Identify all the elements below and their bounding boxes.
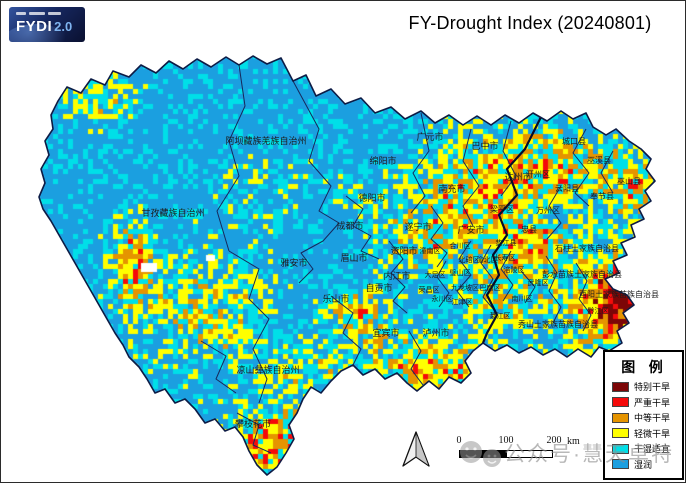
scale-unit: km	[567, 436, 580, 447]
legend-label: 特别干旱	[634, 382, 671, 392]
logo-tagline-marks	[16, 12, 61, 15]
legend-label: 严重干旱	[634, 397, 671, 408]
legend-swatch	[612, 412, 629, 423]
scale-bar: 0 100 200 km	[451, 435, 591, 463]
legend-panel: 图 例 特别干旱严重干旱中等干旱轻微干旱干湿适宜湿润	[603, 350, 684, 480]
legend-label: 干湿适宜	[634, 444, 671, 455]
legend-swatch	[612, 459, 629, 470]
scale-tick-200: 200	[546, 435, 562, 446]
legend-swatch	[612, 381, 629, 392]
legend-item: 轻微干旱	[612, 428, 682, 439]
north-arrow-icon	[402, 431, 430, 467]
legend-label: 湿润	[634, 459, 653, 470]
globe-graphic	[9, 24, 71, 42]
legend-item: 严重干旱	[612, 397, 682, 408]
legend-item: 湿润	[612, 459, 682, 470]
legend-item: 干湿适宜	[612, 443, 682, 454]
fydi-logo: FYDI 2.0	[9, 7, 85, 42]
legend-label: 中等干旱	[634, 413, 671, 424]
legend-swatch	[612, 397, 629, 408]
legend-title: 图 例	[621, 361, 668, 376]
legend-item: 中等干旱	[612, 412, 682, 423]
map-title: FY-Drought Index (20240801)	[408, 13, 652, 33]
legend-label: 轻微干旱	[634, 428, 671, 439]
logo-brand: FYDI	[16, 18, 53, 35]
legend-swatch	[612, 443, 629, 454]
scale-tick-100: 100	[498, 435, 514, 446]
logo-version: 2.0	[54, 19, 73, 34]
scale-segment-white	[506, 450, 553, 458]
scale-tick-0: 0	[456, 435, 462, 446]
legend-item: 特别干旱	[612, 381, 682, 392]
scale-segment-black	[459, 450, 506, 458]
legend-swatch	[612, 428, 629, 439]
